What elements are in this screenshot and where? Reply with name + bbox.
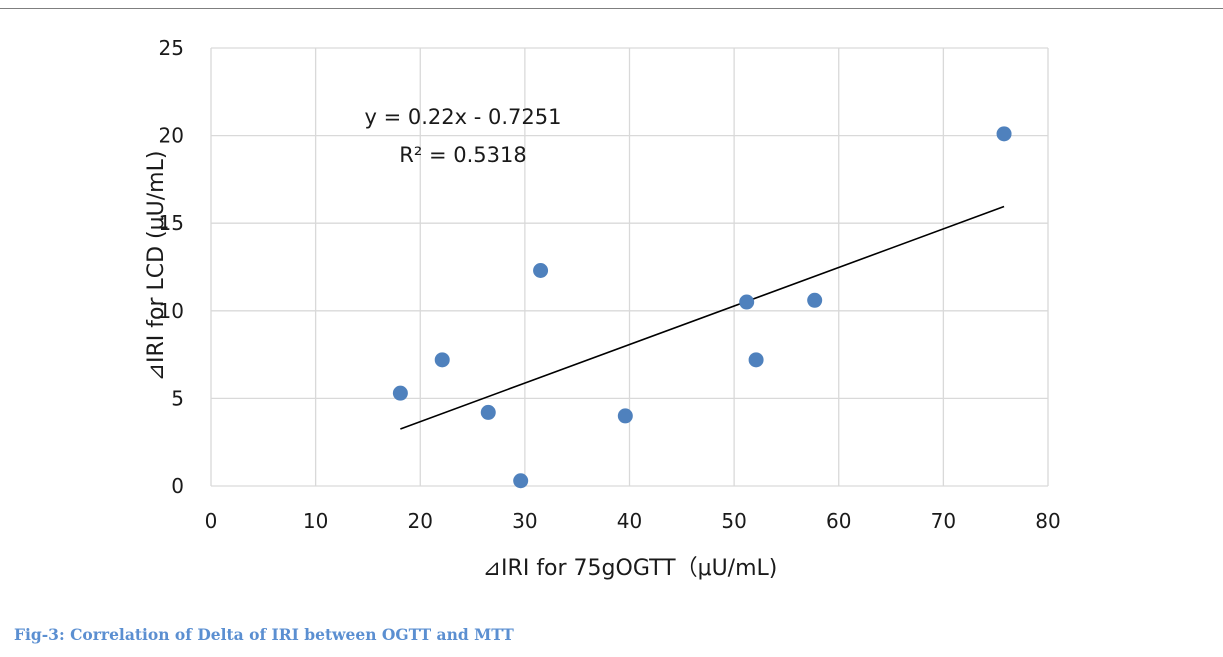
- r-squared-label: R² = 0.5318: [399, 143, 526, 167]
- data-point: [513, 473, 529, 489]
- x-axis-ticks: 0 10 20 30 40 50 60 70 80: [205, 509, 1061, 533]
- trendline: [400, 205, 1005, 430]
- y-tick-label: 10: [159, 299, 184, 323]
- y-tick-label: 5: [171, 386, 184, 410]
- data-point: [480, 404, 496, 420]
- x-tick-label: 0: [205, 509, 218, 533]
- y-axis-title: ⊿IRI for LCD (μU/mL): [144, 151, 169, 382]
- data-point: [748, 352, 764, 368]
- data-point: [434, 352, 450, 368]
- data-point: [617, 408, 633, 424]
- x-tick-label: 70: [931, 509, 956, 533]
- y-tick-label: 0: [171, 474, 184, 498]
- x-tick-label: 40: [617, 509, 642, 533]
- data-point: [739, 294, 755, 310]
- x-tick-label: 20: [408, 509, 433, 533]
- x-tick-label: 60: [826, 509, 851, 533]
- figure-caption: Fig-3: Correlation of Delta of IRI betwe…: [14, 625, 514, 644]
- data-point: [807, 292, 823, 308]
- trendline-group: [400, 205, 1005, 430]
- data-point: [533, 263, 549, 279]
- data-point: [392, 385, 408, 401]
- y-tick-label: 20: [159, 124, 184, 148]
- x-axis-title: ⊿IRI for 75gOGTT（μU/mL): [483, 556, 778, 581]
- top-divider: [0, 8, 1223, 9]
- data-point: [996, 126, 1012, 142]
- y-tick-label: 25: [159, 36, 184, 60]
- data-points: [392, 126, 1012, 489]
- y-tick-label: 15: [159, 211, 184, 235]
- trendline-equation: y = 0.22x - 0.7251: [365, 105, 562, 129]
- y-axis-ticks: 0 5 10 15 20 25: [159, 36, 184, 498]
- x-tick-label: 50: [721, 509, 746, 533]
- x-tick-label: 10: [303, 509, 328, 533]
- x-tick-label: 80: [1035, 509, 1060, 533]
- scatter-chart: 0 5 10 15 20 25 0 10 20 30 40 50 60 70 80 y = 0.22x -…: [144, 36, 1061, 581]
- x-tick-label: 30: [512, 509, 537, 533]
